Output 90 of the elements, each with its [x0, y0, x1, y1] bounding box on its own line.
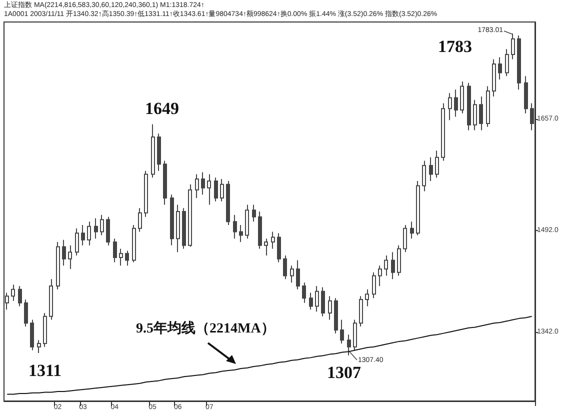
candlestick — [416, 180, 420, 236]
candlestick — [365, 288, 369, 307]
candlestick — [176, 204, 180, 253]
candlestick — [391, 252, 395, 280]
candlestick — [290, 265, 294, 284]
candlestick — [182, 208, 186, 250]
annotation: 9.5年均线（2214MA） — [136, 320, 275, 336]
candlestick — [239, 224, 243, 242]
candlestick — [56, 241, 60, 290]
candlestick — [277, 232, 281, 263]
candlestick — [359, 296, 363, 328]
candlestick — [321, 286, 325, 317]
candlestick — [448, 92, 452, 121]
candlestick — [188, 184, 192, 248]
candlestick — [505, 48, 509, 77]
candlestick — [245, 204, 249, 240]
candlestick — [201, 172, 205, 196]
candlestick — [43, 312, 47, 348]
candlestick — [271, 231, 275, 250]
candlestick — [397, 244, 401, 276]
candlestick — [429, 156, 433, 182]
candlestick — [132, 224, 136, 263]
annotation: 1307 — [327, 363, 362, 382]
candlestick — [435, 150, 439, 178]
candlestick — [106, 216, 110, 246]
candlestick — [157, 133, 161, 172]
candlestick — [517, 35, 521, 90]
candlestick — [315, 285, 319, 312]
candlestick — [233, 214, 237, 240]
candlestick — [353, 319, 357, 351]
candlestick — [498, 56, 502, 80]
line-series — [6, 316, 532, 395]
candlestick — [37, 340, 41, 354]
candlestick — [138, 208, 142, 232]
candlestick — [372, 272, 376, 299]
candlestick — [207, 174, 211, 206]
candlestick — [214, 177, 218, 202]
candlestick — [258, 211, 262, 250]
candlestick — [24, 298, 28, 328]
candlestick — [454, 89, 458, 118]
candlestick — [384, 254, 388, 276]
candlestick — [94, 218, 98, 240]
candlestick — [113, 238, 117, 263]
annotation: 1311 — [28, 361, 62, 380]
candlestick — [75, 228, 79, 256]
candlestick — [283, 254, 287, 280]
candlestick — [100, 214, 104, 236]
candlestick — [347, 334, 351, 356]
candlestick — [252, 204, 256, 222]
candlestick — [511, 33, 515, 60]
candlestick — [334, 298, 338, 334]
candlestick — [49, 278, 53, 320]
candlestick — [226, 180, 230, 226]
candlestick — [328, 296, 332, 320]
candlestick — [220, 178, 224, 202]
candlestick — [170, 194, 174, 246]
candlestick — [163, 160, 167, 206]
candlestick — [378, 265, 382, 286]
candlestick — [264, 238, 268, 256]
candlestick — [11, 284, 15, 302]
candlestick — [410, 221, 414, 240]
candlestick — [144, 170, 148, 218]
candlestick — [195, 174, 199, 198]
candlestick — [87, 221, 91, 246]
annotation: 1649 — [145, 99, 179, 118]
candlestick — [151, 124, 155, 178]
candlestick — [18, 285, 22, 307]
candlestick — [524, 76, 528, 114]
candlestick — [81, 224, 85, 246]
candlestick — [30, 319, 34, 351]
candlestick — [309, 292, 313, 310]
candlestick — [302, 282, 306, 304]
candlestick — [530, 102, 534, 131]
candlestick — [5, 292, 9, 310]
candlestick — [422, 160, 426, 192]
candlestick — [296, 260, 300, 290]
candlestick — [119, 248, 123, 266]
candlestick — [467, 82, 471, 131]
candlestick — [460, 81, 464, 114]
annotation: 1783 — [438, 37, 472, 56]
candlestick — [473, 99, 477, 131]
candlestick — [340, 319, 344, 344]
candlestick — [479, 96, 483, 131]
candlestick — [125, 250, 129, 266]
candlestick — [492, 58, 496, 97]
candlestick — [68, 244, 72, 270]
candlestick — [486, 86, 490, 128]
candlestick — [62, 239, 66, 266]
candlestick — [441, 102, 445, 162]
candlestick — [403, 224, 407, 253]
